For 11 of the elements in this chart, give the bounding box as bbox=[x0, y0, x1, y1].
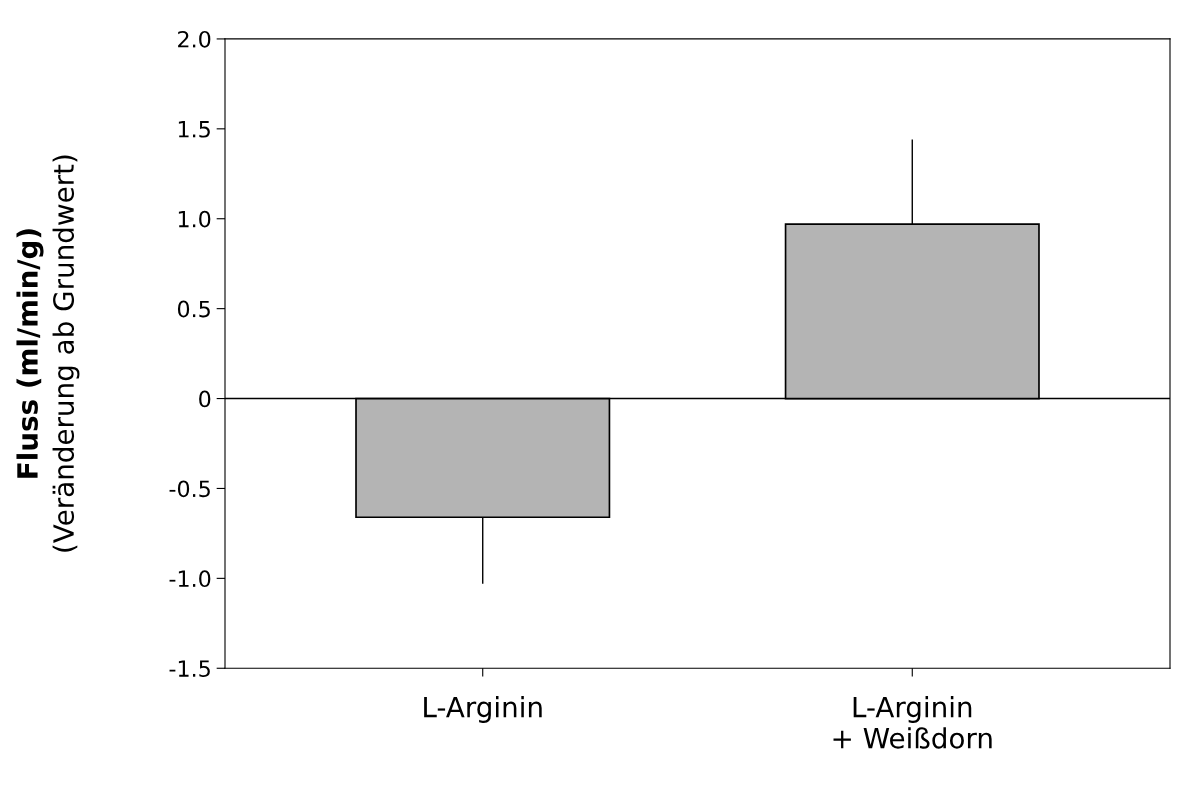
y-tick-label: -1.5 bbox=[169, 660, 210, 678]
y-tick-label: -1.0 bbox=[169, 570, 211, 588]
x-tick-label: L-Arginin + Weißdorn bbox=[833, 696, 992, 749]
y-axis-title: Fluss (ml/min/g) (Veränderung ab Grundwert) bbox=[16, 155, 80, 552]
y-tick-label: 2.0 bbox=[178, 30, 211, 48]
y-tick-label: 0 bbox=[199, 390, 211, 408]
x-tick-label: L-Arginin bbox=[424, 696, 542, 723]
y-tick-label: 0.5 bbox=[177, 300, 210, 318]
y-tick-label: 1.5 bbox=[178, 121, 210, 138]
y-tick-label: 1.0 bbox=[178, 210, 211, 228]
y-tick-label: -0.5 bbox=[169, 480, 210, 498]
